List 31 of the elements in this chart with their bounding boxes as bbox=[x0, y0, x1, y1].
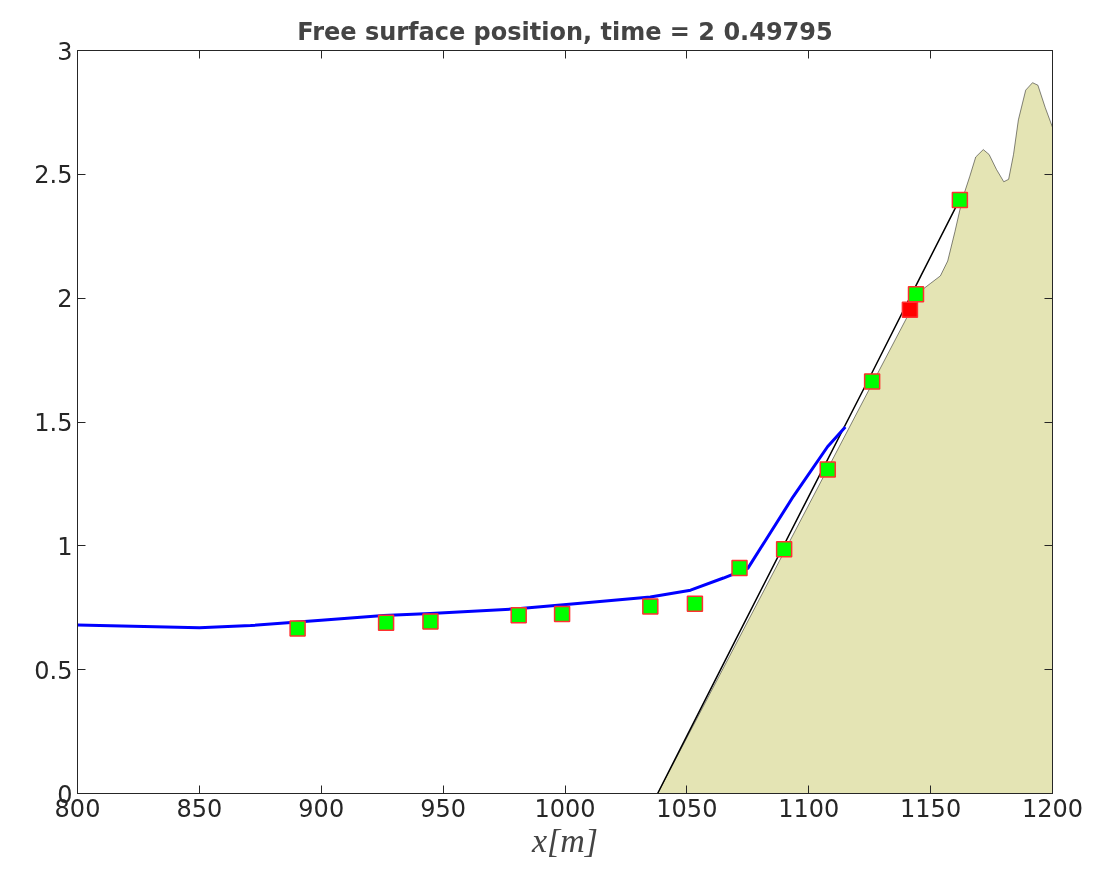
point bbox=[907, 285, 925, 303]
point bbox=[642, 598, 659, 615]
y-tick-label: 0.5 bbox=[34, 656, 73, 685]
x-tick-label: 950 bbox=[420, 794, 467, 823]
point bbox=[901, 301, 919, 319]
point bbox=[863, 373, 881, 390]
line-series bbox=[77, 425, 847, 630]
y-tick-label: 1.5 bbox=[34, 409, 73, 437]
x-axis-title: x[m] bbox=[530, 821, 599, 859]
point bbox=[422, 613, 439, 630]
x-tick-label: 1150 bbox=[900, 794, 962, 823]
x-tick-label: 900 bbox=[298, 794, 345, 823]
x-tick-label: 1100 bbox=[778, 794, 840, 823]
point bbox=[775, 541, 793, 558]
y-tick-label: 3 bbox=[57, 37, 73, 66]
x-tick-label: 1000 bbox=[534, 794, 596, 823]
x-tick-label: 850 bbox=[176, 794, 223, 823]
point bbox=[951, 191, 969, 209]
y-tick-label: 1 bbox=[57, 532, 73, 561]
point bbox=[553, 605, 571, 623]
point bbox=[819, 461, 837, 478]
chart-title: Free surface position, time = 2 0.49795 bbox=[297, 17, 833, 46]
point bbox=[686, 595, 704, 613]
x-tick-label: 1200 bbox=[1021, 794, 1084, 823]
y-tick-label: 2 bbox=[57, 285, 73, 314]
x-tick-label: 1050 bbox=[656, 794, 718, 823]
y-tick-label: 2.5 bbox=[34, 161, 73, 190]
point bbox=[289, 620, 306, 637]
point bbox=[731, 559, 748, 577]
point bbox=[510, 606, 527, 624]
point bbox=[377, 614, 395, 632]
